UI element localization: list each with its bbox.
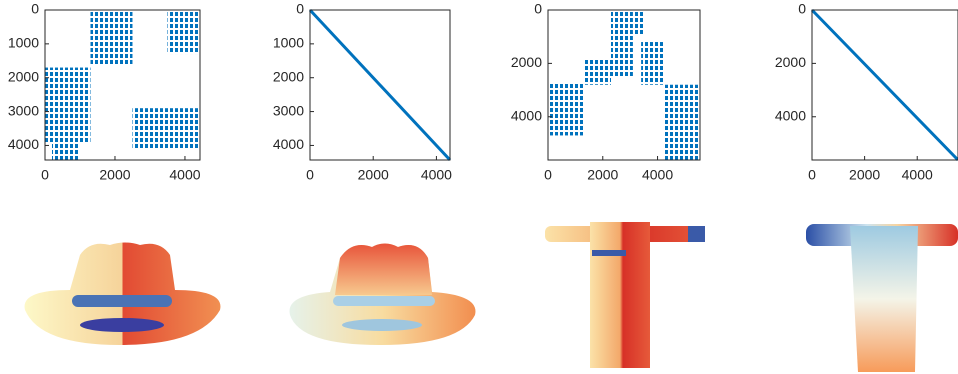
y-tick-label: 2000: [273, 68, 304, 84]
x-tick-label: 4000: [642, 167, 673, 183]
x-tick-label: 2000: [587, 167, 618, 183]
y-tick-label: 0: [534, 1, 542, 17]
figure: 0200040000100020003000400002000400001000…: [0, 0, 958, 374]
mesh-hat-1: [25, 243, 221, 346]
block: [663, 85, 700, 160]
block: [167, 10, 198, 54]
block: [45, 68, 90, 142]
x-tick-label: 4000: [421, 167, 452, 183]
block: [641, 42, 663, 85]
block: [132, 108, 198, 149]
y-tick-label: 3000: [8, 102, 39, 118]
block: [611, 10, 633, 77]
mesh-coat-2: [806, 224, 958, 372]
y-tick-label: 4000: [511, 107, 542, 123]
band: [310, 10, 450, 160]
x-tick-label: 0: [808, 167, 816, 183]
x-tick-label: 2000: [99, 167, 130, 183]
spy-plot: 0 2000 4000 0 2000 4000: [511, 1, 700, 183]
y-tick-label: 0: [296, 1, 304, 17]
x-tick-label: 4000: [902, 167, 933, 183]
block: [548, 82, 584, 135]
block: [584, 58, 611, 85]
y-tick-label: 2000: [511, 54, 542, 70]
mesh-coat-1: [545, 222, 705, 368]
y-tick-label: 0: [31, 1, 39, 17]
y-tick-label: 1000: [8, 35, 39, 51]
x-tick-label: 2000: [358, 167, 389, 183]
x-tick-label: 0: [544, 167, 552, 183]
block: [633, 10, 644, 34]
y-tick-label: 3000: [273, 102, 304, 118]
y-tick-label: 1000: [273, 35, 304, 51]
y-tick-label: 2000: [775, 54, 806, 70]
y-tick-label: 4000: [8, 136, 39, 152]
mesh-hat-2: [290, 244, 476, 346]
y-tick-label: 0: [798, 1, 806, 17]
y-tick-label: 4000: [273, 136, 304, 152]
y-tick-label: 2000: [8, 68, 39, 84]
block: [52, 142, 80, 160]
block: [90, 10, 132, 64]
y-tick-label: 4000: [775, 107, 806, 123]
spy-plot: 0 2000 4000 0 2000 4000: [775, 1, 958, 183]
x-tick-label: 4000: [169, 167, 200, 183]
x-tick-label: 2000: [849, 167, 880, 183]
x-tick-label: 0: [41, 167, 49, 183]
x-tick-label: 0: [306, 167, 314, 183]
band: [812, 10, 958, 160]
